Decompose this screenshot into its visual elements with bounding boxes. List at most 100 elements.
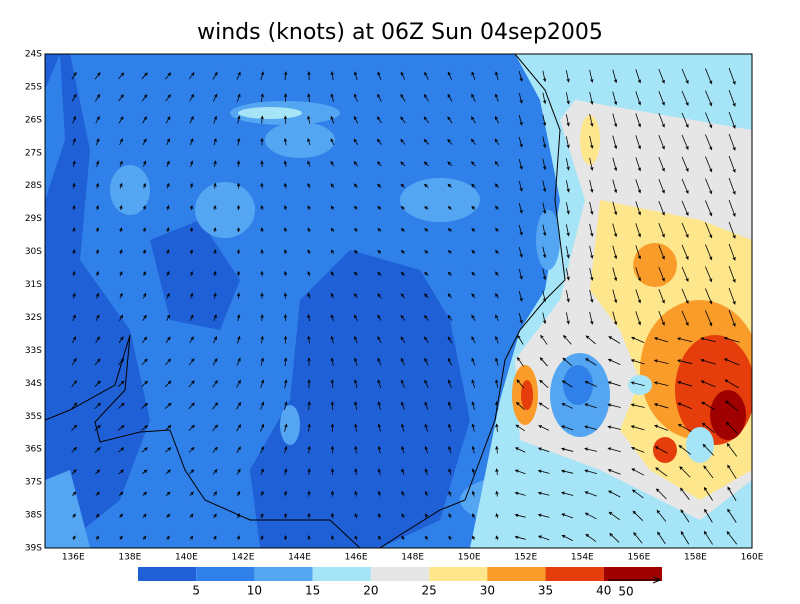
wind-arrow (260, 357, 264, 366)
wind-arrow (495, 445, 499, 454)
wind-arrow (142, 535, 147, 540)
wind-arrow (681, 200, 689, 216)
wind-arrow (95, 491, 100, 497)
wind-arrow (260, 137, 264, 146)
wind-arrow (635, 223, 641, 238)
wind-arrow (142, 336, 148, 344)
wind-arrow (354, 335, 358, 344)
wind-arrow (702, 443, 715, 456)
lat-label: 37S (25, 478, 42, 488)
wind-arrow (542, 224, 547, 237)
wind-arrow (189, 513, 194, 519)
wind-arrow (728, 155, 736, 173)
wind-arrow (518, 71, 523, 82)
wind-arrow (658, 113, 665, 128)
wind-arrow (401, 445, 405, 454)
wind-arrow (658, 69, 665, 84)
wind-vectors (71, 67, 740, 545)
wind-arrow (72, 491, 77, 497)
wind-arrow (681, 112, 689, 128)
wind-arrow (423, 161, 429, 167)
wind-arrow (400, 357, 406, 366)
wind-arrow (307, 445, 311, 454)
wind-arrow (307, 512, 311, 519)
wind-arrow (283, 314, 288, 322)
wind-arrow (447, 357, 452, 366)
wind-arrow (330, 249, 335, 254)
colorbar-label: 5 (192, 584, 200, 598)
wind-arrow (72, 292, 76, 299)
wind-arrow (283, 335, 288, 344)
lat-label: 38S (25, 511, 42, 521)
wind-arrow (632, 510, 644, 522)
wind-arrow (701, 422, 715, 434)
wind-arrow (307, 271, 311, 277)
wind-arrow (424, 379, 429, 388)
lat-label: 39S (25, 544, 42, 554)
wind-arrow (401, 513, 405, 519)
wind-arrow (658, 91, 665, 106)
wind-arrow (565, 290, 570, 303)
wind-arrow (307, 93, 311, 102)
wind-arrow (728, 287, 736, 305)
field-region (710, 390, 746, 440)
wind-arrow (655, 488, 667, 500)
wind-arrow (400, 314, 406, 321)
wind-arrow (164, 380, 172, 388)
wind-arrow (537, 535, 550, 541)
wind-arrow (330, 357, 334, 366)
wind-arrow (236, 227, 241, 233)
wind-arrow (119, 249, 123, 255)
wind-arrow (307, 468, 311, 476)
wind-arrow (400, 116, 406, 124)
wind-arrow (726, 530, 738, 545)
wind-arrow (705, 134, 713, 151)
wind-arrow (542, 114, 547, 127)
wind-arrow (71, 402, 78, 410)
wind-arrow (424, 357, 429, 366)
wind-arrow (655, 467, 668, 477)
wind-arrow (213, 513, 217, 519)
wind-arrow (677, 381, 693, 387)
field-region (110, 165, 150, 215)
wind-arrow (236, 446, 241, 454)
wind-arrow (561, 380, 573, 388)
wind-arrow (658, 289, 665, 304)
wind-arrow (236, 424, 242, 432)
wind-arrow (471, 445, 475, 454)
wind-arrow (260, 335, 264, 344)
wind-arrow (635, 113, 641, 128)
wind-arrow (377, 357, 382, 366)
wind-arrow (495, 512, 499, 519)
wind-arrow (495, 401, 499, 410)
wind-arrow (72, 513, 76, 519)
wind-arrow (607, 490, 621, 498)
lat-label: 36S (25, 445, 42, 455)
wind-arrow (471, 490, 476, 497)
wind-arrow (705, 266, 713, 283)
wind-arrow (424, 314, 429, 321)
wind-arrow (260, 379, 265, 388)
wind-arrow (589, 91, 594, 105)
wind-arrow (584, 469, 598, 474)
wind-arrow (565, 92, 570, 105)
lon-label: 152E (514, 553, 537, 563)
wind-arrow (72, 115, 76, 124)
wind-arrow (95, 314, 100, 321)
wind-arrow (236, 357, 241, 366)
field-region (45, 470, 90, 548)
wind-arrow (518, 181, 523, 192)
wind-arrow (213, 115, 217, 124)
colorbar-swatch (138, 567, 197, 581)
colorbar-label: 30 (480, 584, 495, 598)
wind-arrow (495, 227, 499, 232)
wind-arrow (354, 357, 358, 366)
wind-arrow (213, 535, 217, 540)
lat-label: 27S (25, 148, 42, 158)
wind-arrow (284, 468, 288, 475)
wind-arrow (307, 205, 311, 211)
wind-arrow (635, 179, 641, 194)
wind-arrow (494, 183, 499, 189)
wind-arrow (678, 444, 692, 455)
wind-arrow (515, 401, 525, 410)
